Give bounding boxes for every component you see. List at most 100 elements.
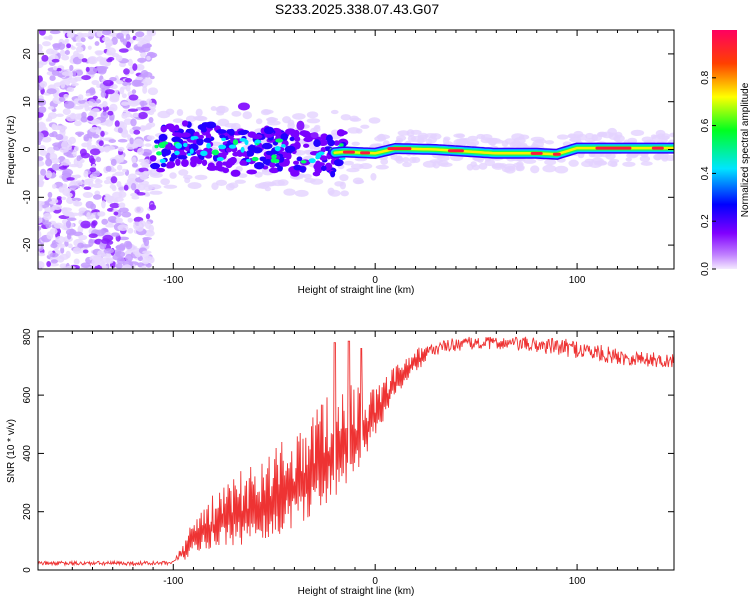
noise-blob <box>50 50 58 55</box>
noise-blob <box>102 79 114 87</box>
noise-blob <box>100 90 107 98</box>
halo-blob <box>313 145 321 151</box>
signal-blob <box>228 144 237 149</box>
noise-blob <box>87 56 98 65</box>
signal-blob <box>330 170 336 178</box>
signal-blob <box>318 139 328 146</box>
figure-title: S233.2025.338.07.43.G07 <box>275 1 439 17</box>
colorbar-tick-label: 0.0 <box>700 262 711 276</box>
noise-blob <box>133 138 144 147</box>
noise-blob <box>97 65 107 74</box>
noise-blob <box>99 148 106 152</box>
signal-blob <box>154 139 160 144</box>
noise-blob <box>77 94 84 101</box>
noise-blob <box>77 132 82 138</box>
halo-blob <box>195 108 203 117</box>
halo-blob <box>292 113 306 120</box>
noise-blob <box>41 136 52 143</box>
noise-blob <box>99 262 107 267</box>
noise-blob <box>66 217 77 222</box>
signal-blob <box>216 156 224 162</box>
noise-blob <box>59 49 66 57</box>
noise-blob <box>75 42 83 47</box>
noise-blob <box>71 197 82 202</box>
noise-blob <box>66 196 75 205</box>
noise-blob <box>74 200 79 207</box>
noise-blob <box>66 177 75 181</box>
signal-blob <box>156 167 166 173</box>
halo-blob <box>375 164 389 170</box>
noise-blob <box>89 126 100 133</box>
noise-blob <box>92 133 100 139</box>
signal-blob <box>216 160 223 169</box>
noise-blob <box>106 50 113 56</box>
noise-blob <box>74 180 84 186</box>
noise-blob <box>123 68 130 75</box>
signal-blob <box>189 148 194 154</box>
halo-blob <box>655 129 666 137</box>
noise-blob <box>115 263 123 269</box>
noise-blob <box>148 109 155 116</box>
spectrogram-x-tick-label: 100 <box>569 275 586 286</box>
signal-blob <box>187 153 192 157</box>
halo-blob <box>610 161 618 168</box>
noise-blob <box>102 234 114 242</box>
halo-blob <box>187 182 202 190</box>
snr-plot-frame <box>37 330 675 571</box>
noise-blob <box>46 260 52 267</box>
halo-blob <box>669 132 674 138</box>
noise-blob <box>147 122 156 128</box>
halo-blob <box>630 129 645 137</box>
noise-blob <box>139 100 148 106</box>
noise-blob <box>51 183 57 189</box>
signal-blob <box>246 158 251 163</box>
noise-blob <box>121 101 130 106</box>
signal-blob <box>300 160 307 164</box>
ridge-peak <box>342 150 355 154</box>
noise-blob <box>62 183 68 189</box>
noise-blob <box>117 146 125 152</box>
noise-blob <box>94 41 100 46</box>
snr-y-tick-label: 600 <box>22 386 33 403</box>
signal-blob <box>246 169 258 175</box>
spectrogram-y-tick-label: 10 <box>22 96 33 108</box>
noise-blob <box>80 37 86 43</box>
halo-blob <box>442 137 450 145</box>
snr-y-tick-label: 0 <box>22 567 33 573</box>
noise-blob <box>89 167 97 173</box>
signal-blob <box>264 133 274 138</box>
noise-blob <box>62 108 71 116</box>
noise-blob <box>88 233 98 239</box>
noise-blob <box>49 228 58 235</box>
halo-blob <box>157 110 171 119</box>
noise-blob <box>103 179 111 185</box>
noise-blob <box>118 185 125 193</box>
noise-blob <box>64 50 70 55</box>
signal-blob <box>200 150 208 157</box>
halo-blob <box>255 118 263 125</box>
signal-blob <box>239 160 248 166</box>
signal-blob <box>301 130 311 138</box>
noise-blob <box>91 144 97 149</box>
noise-blob <box>118 236 130 241</box>
halo-blob <box>380 158 389 165</box>
colorbar-tick-label: 0.2 <box>700 214 711 228</box>
halo-blob <box>491 163 505 169</box>
signal-blob <box>201 159 208 166</box>
signal-blob <box>175 158 181 166</box>
halo-blob <box>238 173 248 178</box>
noise-blob <box>127 58 133 67</box>
noise-blob <box>58 243 66 249</box>
noise-blob <box>121 168 127 173</box>
noise-blob <box>52 65 58 71</box>
halo-blob <box>172 118 184 123</box>
noise-blob <box>55 134 64 141</box>
noise-blob <box>38 106 47 114</box>
signal-blob <box>192 135 199 140</box>
noise-blob <box>49 30 61 35</box>
halo-blob <box>160 178 170 186</box>
halo-blob <box>503 163 516 170</box>
noise-blob <box>55 236 66 244</box>
signal-blob <box>180 132 191 138</box>
halo-blob <box>511 140 521 148</box>
